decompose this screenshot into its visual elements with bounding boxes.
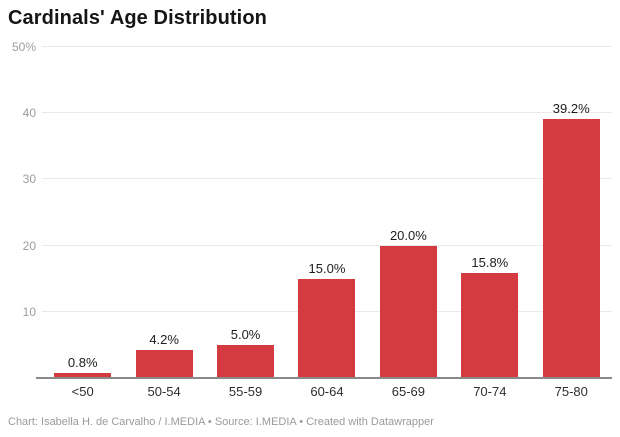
x-axis-category-label: 65-69 [391, 384, 426, 399]
bar-value-label: 0.8% [67, 354, 98, 370]
bar-70-74[interactable] [461, 273, 519, 378]
footer-credits: Chart: Isabella H. de Carvalho / I.MEDIA… [8, 416, 434, 428]
bars-layer: 0.8% 4.2% 5.0% 15.0% 20.0% 15.8% 39.2% [42, 47, 612, 378]
x-axis-labels: <50 50-54 55-59 60-64 65-69 70-74 75-80 [42, 385, 612, 398]
bar-50-54[interactable] [135, 350, 193, 378]
plot-area: 10 20 30 40 50% 0.8% 4.2% 5.0% 15.0% 20.0% 15.8% 3… [12, 41, 612, 379]
y-axis-tick-label: 50% [11, 40, 36, 54]
bar-group: 4.2% [123, 47, 204, 378]
y-gridline [42, 112, 612, 114]
bar-group: 5.0% [205, 47, 286, 378]
x-axis-category-label: <50 [71, 384, 94, 399]
bar-value-label: 20.0% [389, 227, 427, 243]
bar-group: 20.0% [368, 47, 449, 378]
bar-value-label: 15.8% [471, 255, 509, 271]
x-axis-line [36, 377, 612, 379]
x-axis-category-label: 55-59 [228, 384, 263, 399]
x-axis-category-label: 50-54 [147, 384, 181, 399]
bar-value-label: 39.2% [552, 100, 590, 116]
bar-value-label: 15.0% [308, 260, 346, 276]
x-axis-category-label: 60-64 [310, 384, 344, 399]
x-axis-category-label: 70-74 [473, 384, 507, 399]
bar-group: 0.8% [42, 47, 123, 378]
y-axis-tick-label: 10 [22, 304, 36, 319]
y-gridline [42, 178, 612, 180]
bar-55-59[interactable] [217, 344, 275, 378]
bar-group: 15.8% [449, 47, 530, 378]
bar-60-64[interactable] [298, 278, 356, 378]
y-axis-tick-label: 40 [22, 106, 36, 121]
y-axis-tick-label: 30 [22, 172, 36, 187]
bar-value-label: 4.2% [149, 332, 179, 348]
bar-65-69[interactable] [379, 245, 437, 378]
y-gridline [42, 46, 612, 47]
bar-value-label: 5.0% [230, 326, 261, 342]
chart-title: Cardinals' Age Distribution [8, 7, 267, 29]
bar-75-80[interactable] [542, 118, 600, 378]
y-gridline [42, 244, 612, 246]
y-axis-tick-label: 20 [22, 238, 36, 253]
bar-group: 39.2% [531, 47, 612, 378]
bar-<50[interactable] [54, 372, 112, 378]
x-axis-category-label: 75-80 [554, 384, 588, 399]
bar-group: 15.0% [286, 47, 367, 378]
